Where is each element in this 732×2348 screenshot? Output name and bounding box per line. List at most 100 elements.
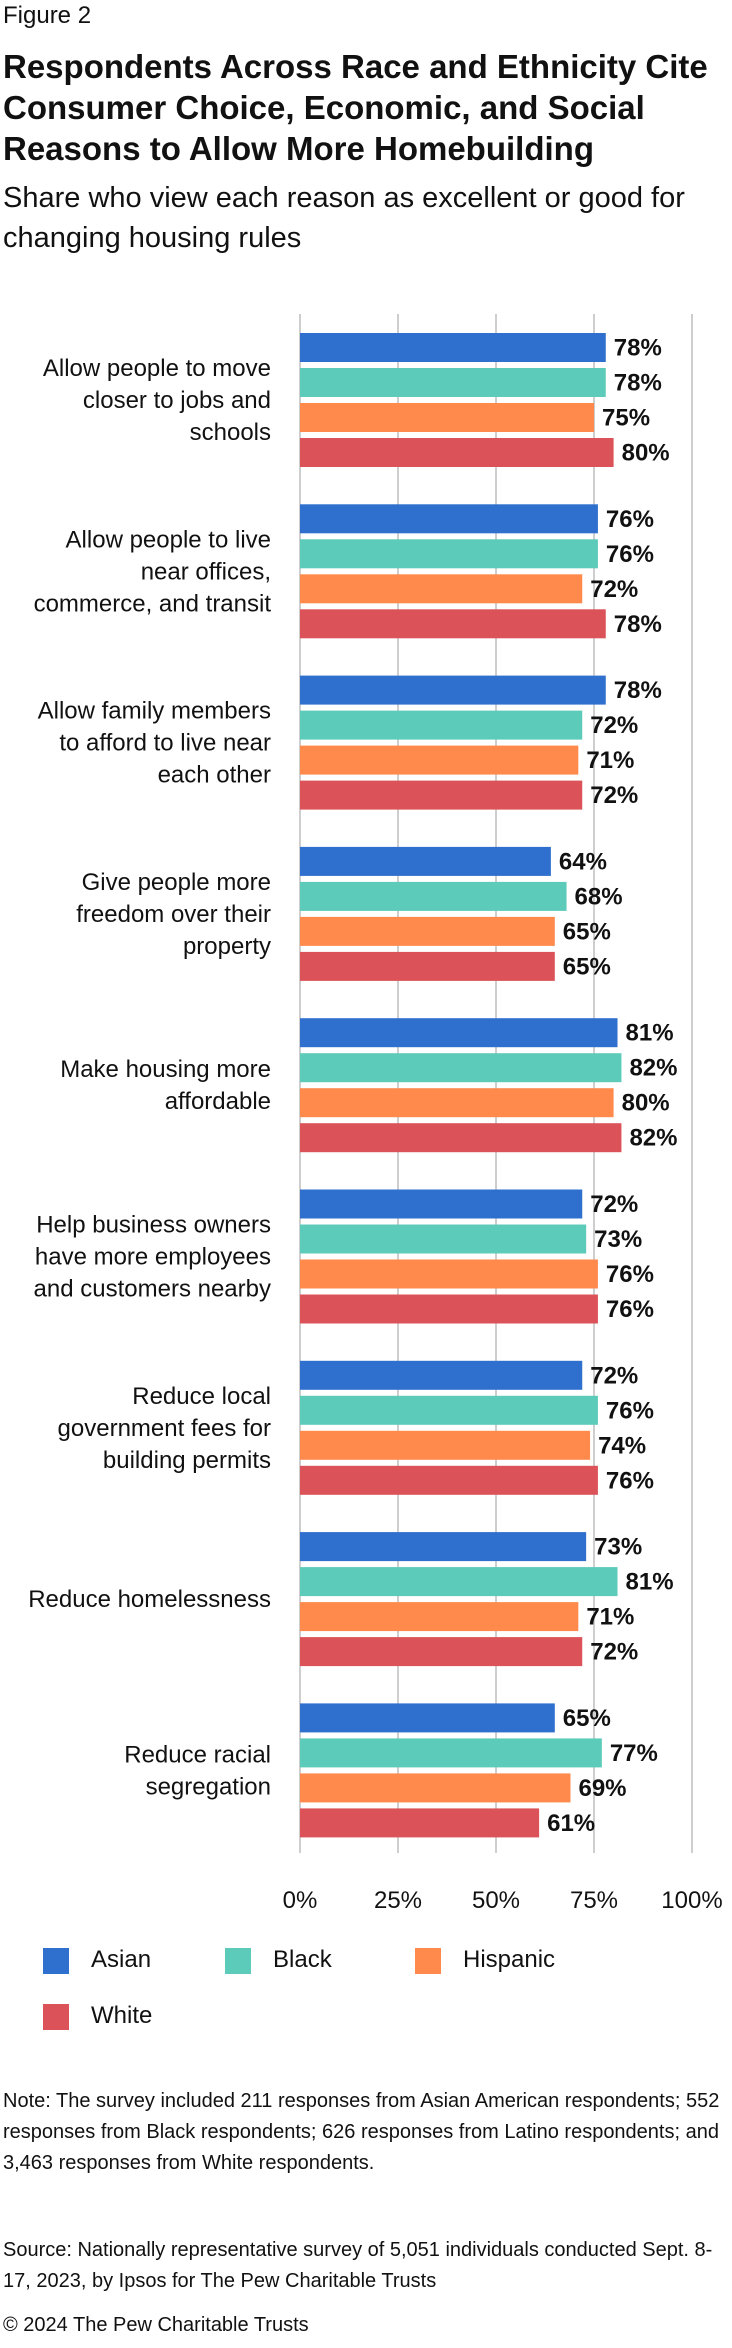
bar xyxy=(300,574,583,604)
data-label: 64% xyxy=(559,848,607,875)
bar xyxy=(300,675,606,705)
bar xyxy=(300,745,579,775)
bar xyxy=(300,438,614,467)
data-label: 75% xyxy=(602,405,650,432)
data-label: 76% xyxy=(606,541,654,568)
data-label: 68% xyxy=(575,883,623,910)
bar xyxy=(300,333,606,362)
data-label: 69% xyxy=(578,1775,626,1802)
data-label: 76% xyxy=(606,1397,654,1424)
data-label: 65% xyxy=(563,1705,611,1732)
data-label: 72% xyxy=(590,576,638,603)
bar xyxy=(300,1259,598,1289)
x-tick-label: 75% xyxy=(570,1887,618,1914)
bar xyxy=(300,1637,583,1667)
category-label: government fees for xyxy=(58,1415,271,1442)
data-label: 72% xyxy=(590,712,638,739)
bar xyxy=(300,780,583,810)
data-label: 65% xyxy=(563,953,611,980)
category-label: property xyxy=(183,933,271,960)
bar xyxy=(300,1808,540,1838)
bar xyxy=(300,916,555,946)
bar xyxy=(300,504,598,534)
bar xyxy=(300,1567,618,1597)
category-label: near offices, xyxy=(141,558,271,585)
data-label: 81% xyxy=(626,1020,674,1047)
legend-label: Asian xyxy=(91,1946,152,1973)
data-label: 72% xyxy=(590,1191,638,1218)
category-label: Allow people to live xyxy=(66,526,271,553)
source-note: Source: Nationally representative survey… xyxy=(3,2239,713,2292)
bar xyxy=(300,1224,587,1254)
data-label: 78% xyxy=(614,335,662,362)
x-tick-label: 25% xyxy=(374,1887,422,1914)
bar xyxy=(300,1703,555,1733)
category-label: affordable xyxy=(165,1088,271,1115)
category-label: closer to jobs and xyxy=(83,387,271,414)
data-label: 82% xyxy=(629,1125,677,1152)
legend-swatch xyxy=(415,1948,441,1974)
data-label: 74% xyxy=(598,1432,646,1459)
category-label: Allow family members xyxy=(38,698,271,725)
category-label: have more employees xyxy=(35,1244,271,1271)
bar-chart: 0% 25% 50% 75% 100% 78% 78% 75% 80% Allow people … xyxy=(28,314,723,1914)
legend-label: Black xyxy=(273,1946,332,1973)
data-label: 76% xyxy=(606,1467,654,1494)
data-label: 78% xyxy=(614,370,662,397)
bar xyxy=(300,1088,614,1118)
legend-label: Hispanic xyxy=(463,1946,556,1973)
category-label: Allow people to move xyxy=(43,355,271,382)
data-label: 81% xyxy=(626,1569,674,1596)
copyright-notice: © 2024 The Pew Charitable Trusts xyxy=(3,2314,309,2336)
category-label: each other xyxy=(158,762,271,789)
data-label: 72% xyxy=(590,782,638,809)
chart-title: Respondents Across Race and Ethnicity Ci… xyxy=(3,48,708,167)
data-label: 80% xyxy=(622,1090,670,1117)
data-label: 78% xyxy=(614,677,662,704)
bar xyxy=(300,881,567,911)
x-tick-label: 100% xyxy=(661,1887,722,1914)
bar xyxy=(300,1465,598,1495)
category-label: Reduce racial xyxy=(124,1741,271,1768)
category-label: Help business owners xyxy=(36,1212,271,1239)
bar xyxy=(300,1773,571,1803)
data-label: 72% xyxy=(590,1362,638,1389)
data-label: 71% xyxy=(586,1604,634,1631)
bar xyxy=(300,609,606,639)
bar xyxy=(300,1294,598,1324)
category-label: to afford to live near xyxy=(59,730,271,757)
bar xyxy=(300,710,583,740)
bar xyxy=(300,1189,583,1219)
bar xyxy=(300,403,594,432)
category-label: freedom over their xyxy=(76,901,271,928)
bar xyxy=(300,1602,579,1632)
data-label: 71% xyxy=(586,747,634,774)
legend-swatch xyxy=(43,2004,69,2030)
category-label: Reduce local xyxy=(132,1383,271,1410)
bar xyxy=(300,1532,587,1562)
bar xyxy=(300,1430,591,1460)
legend-swatch xyxy=(225,1948,251,1974)
bar xyxy=(300,951,555,981)
data-label: 78% xyxy=(614,611,662,638)
bar xyxy=(300,539,598,569)
bar xyxy=(300,846,551,876)
category-label: segregation xyxy=(146,1773,271,1800)
data-label: 73% xyxy=(594,1226,642,1253)
bar xyxy=(300,1018,618,1048)
category-label: and customers nearby xyxy=(34,1276,271,1303)
survey-note: Note: The survey included 211 responses … xyxy=(3,2090,720,2174)
data-label: 76% xyxy=(606,1296,654,1323)
category-label: Give people more xyxy=(82,869,271,896)
figure-label: Figure 2 xyxy=(3,2,92,29)
data-label: 82% xyxy=(629,1055,677,1082)
category-label: Reduce homelessness xyxy=(28,1586,271,1613)
category-label: commerce, and transit xyxy=(34,590,272,617)
data-label: 61% xyxy=(547,1810,595,1837)
bar xyxy=(300,1395,598,1425)
category-label: schools xyxy=(190,419,271,446)
data-label: 65% xyxy=(563,918,611,945)
bar xyxy=(300,1123,622,1153)
data-label: 72% xyxy=(590,1639,638,1666)
data-label: 77% xyxy=(610,1740,658,1767)
